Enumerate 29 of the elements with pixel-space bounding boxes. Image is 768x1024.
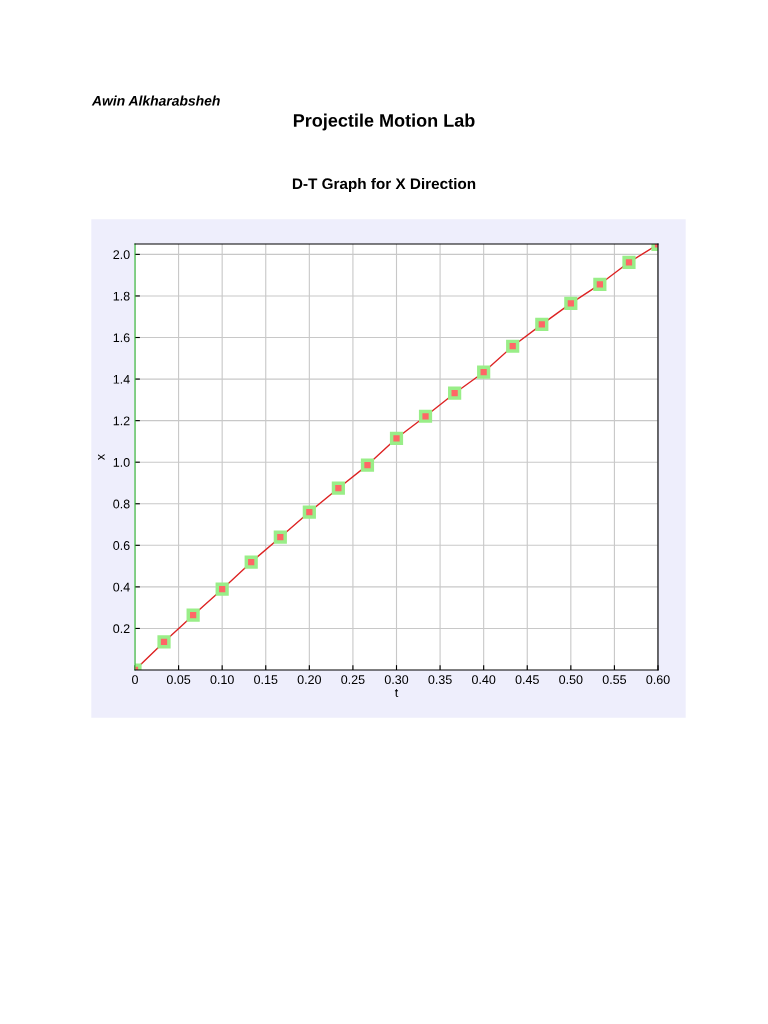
y-axis-title: x: [98, 454, 105, 460]
y-tick-label: 0.8: [113, 499, 130, 509]
x-tick-label: 0.30: [384, 675, 409, 685]
y-tick-label: 0.2: [113, 624, 130, 634]
x-tick-label: 0.45: [515, 675, 539, 685]
text: Awin Alkharabsheh: [91, 95, 220, 106]
chart-title: Projectile Motion Lab: [293, 113, 475, 131]
x-tick-label: 0.35: [428, 675, 452, 685]
y-tick-label: 0.6: [113, 541, 130, 550]
x-tick-label: 0.60: [646, 675, 670, 685]
line-series: [135, 244, 658, 670]
x-tick-label: 0.50: [559, 675, 583, 685]
y-tick-label: 0.4: [113, 582, 130, 592]
x-tick-label: 0.10: [210, 675, 234, 685]
x-tick-label: 0.25: [341, 675, 365, 685]
y-tick-label: 1.8: [113, 291, 130, 301]
y-tick-label: 1.6: [113, 333, 130, 343]
x-axis-title: t: [394, 688, 399, 698]
y-tick-label: 2.0: [113, 250, 130, 260]
x-tick-label: 0.20: [297, 675, 322, 685]
y-tick-label: 1.0: [113, 458, 130, 467]
x-tick-label: 0.05: [166, 675, 191, 685]
y-tick-label: 1.2: [113, 416, 130, 426]
x-tick-label: 0.40: [471, 675, 496, 685]
chart-subtitle: D-T Graph for X Direction: [292, 177, 476, 193]
x-tick-label: 0.15: [254, 675, 278, 685]
x-tick-label: 0.55: [602, 675, 627, 685]
y-tick-label: 1.4: [113, 375, 130, 384]
x-tick-label: 0: [132, 675, 138, 685]
